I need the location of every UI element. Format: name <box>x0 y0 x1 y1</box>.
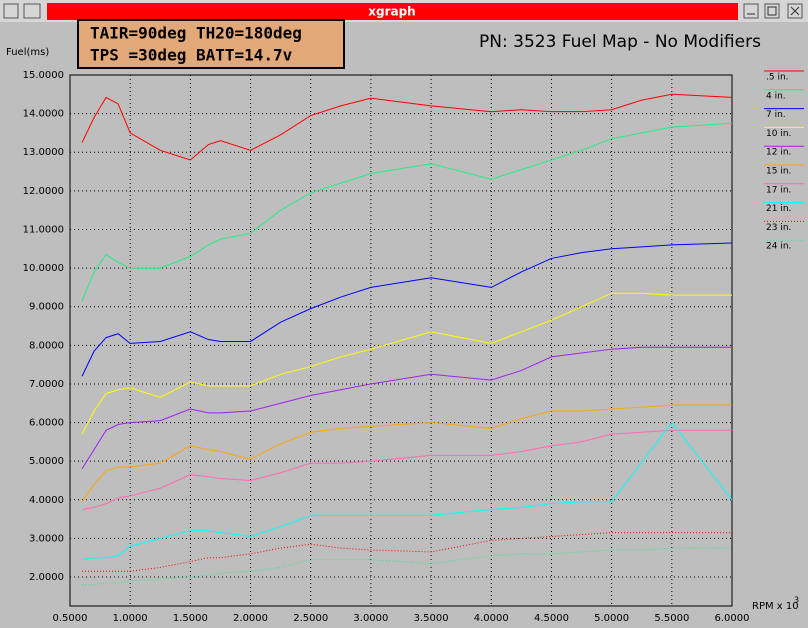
legend-label: 21 in. <box>766 204 791 214</box>
y-tick-label: 11.0000 <box>23 224 64 235</box>
x-tick-label: 4.0000 <box>474 613 509 624</box>
title-highlight <box>47 3 738 20</box>
legend-label: .5 in. <box>766 73 789 83</box>
minimize-button[interactable] <box>743 3 759 19</box>
pin-button[interactable] <box>23 3 41 19</box>
x-tick-label: 0.5000 <box>53 613 88 624</box>
y-tick-label: 5.0000 <box>29 456 64 467</box>
x-tick-label: 6.0000 <box>715 613 750 624</box>
window-title: xgraph <box>368 5 415 19</box>
close-icon <box>790 6 800 16</box>
x-tick-label: 2.5000 <box>293 613 328 624</box>
y-tick-label: 9.0000 <box>29 302 64 313</box>
y-tick-label: 7.0000 <box>29 379 64 390</box>
legend-label: 7 in. <box>766 110 786 120</box>
y-tick-label: 2.0000 <box>29 572 64 583</box>
x-tick-label: 1.5000 <box>173 613 208 624</box>
info-line: TPS =30deg BATT=14.7v <box>90 46 293 65</box>
y-tick-label: 8.0000 <box>29 340 64 351</box>
y-tick-label: 10.0000 <box>23 263 64 274</box>
y-tick-label: 4.0000 <box>29 495 64 506</box>
x-tick-label: 1.0000 <box>113 613 148 624</box>
plot-border <box>69 74 733 607</box>
x-tick-label: 3.0000 <box>353 613 388 624</box>
legend-label: 15 in. <box>766 167 791 177</box>
x-axis-exponent: 3 <box>794 596 799 605</box>
x-tick-label: 4.5000 <box>534 613 569 624</box>
legend-label: 4 in. <box>766 91 786 101</box>
series-line <box>81 421 733 561</box>
chart-title: PN: 3523 Fuel Map - No Modifiers <box>479 32 761 52</box>
x-tick-label: 3.5000 <box>414 613 449 624</box>
y-axis-label: Fuel(ms) <box>6 47 49 58</box>
legend-label: 23 in. <box>766 223 791 233</box>
x-tick-label: 5.5000 <box>654 613 689 624</box>
series-line <box>81 346 732 470</box>
series-line <box>81 429 732 510</box>
x-axis-label: RPM x 10 <box>752 601 799 612</box>
y-tick-label: 14.0000 <box>23 109 64 120</box>
series-line <box>82 532 732 572</box>
maximize-icon <box>767 6 777 16</box>
y-tick-label: 12.0000 <box>23 186 64 197</box>
series-line <box>81 242 733 377</box>
series-line <box>81 122 733 302</box>
x-tick-label: 2.0000 <box>233 613 268 624</box>
info-line: TAIR=90deg TH20=180deg <box>90 24 302 43</box>
y-tick-label: 3.0000 <box>29 533 64 544</box>
y-tick-label: 13.0000 <box>23 147 64 158</box>
maximize-button[interactable] <box>764 3 780 19</box>
legend-label: 12 in. <box>766 148 791 158</box>
x-tick-label: 5.0000 <box>594 613 629 624</box>
legend-label: 17 in. <box>766 185 791 195</box>
legend-label: 24 in. <box>766 242 791 252</box>
y-tick-label: 6.0000 <box>29 418 64 429</box>
legend-label: 10 in. <box>766 129 791 139</box>
info-box <box>77 19 345 69</box>
y-tick-label: 15.0000 <box>23 70 64 81</box>
menu-button[interactable] <box>3 3 19 19</box>
series-line <box>81 404 732 503</box>
series-line <box>81 292 732 435</box>
series-line <box>81 93 733 161</box>
